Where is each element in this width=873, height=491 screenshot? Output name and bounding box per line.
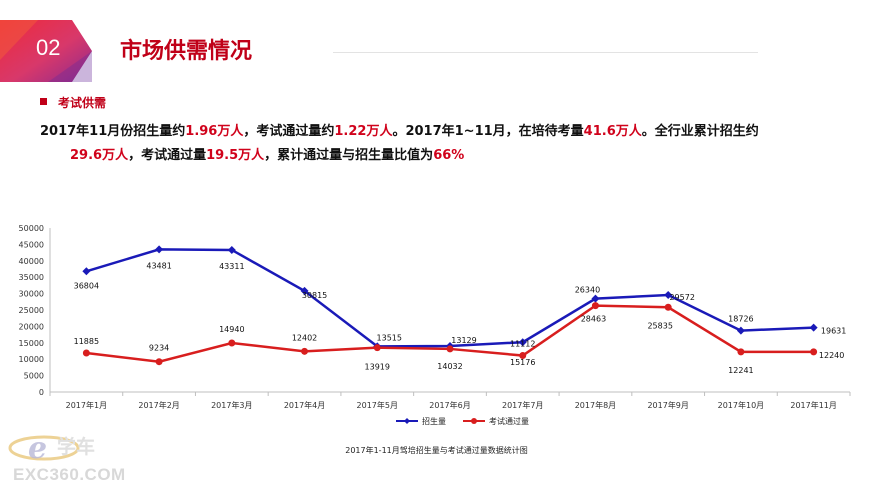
highlight-value: 66% <box>433 148 465 163</box>
data-label: 13515 <box>377 334 402 343</box>
watermark-chars: 学车 <box>57 436 96 458</box>
data-label: 25835 <box>647 321 672 330</box>
y-tick-label: 5000 <box>24 372 44 381</box>
highlight-value: 41.6万人 <box>583 124 642 139</box>
data-label: 14032 <box>437 362 462 371</box>
series-line-1 <box>86 248 814 348</box>
series-2-point <box>228 339 236 347</box>
svg-text:e: e <box>28 431 47 466</box>
x-tick-label: 2017年1月 <box>66 400 107 410</box>
summary-text: ，考试通过量 <box>128 148 207 163</box>
series-1-point <box>809 323 818 332</box>
y-tick-label: 25000 <box>19 306 44 315</box>
series-1-point <box>300 286 309 295</box>
x-tick-label: 2017年3月 <box>211 400 252 410</box>
data-label: 36804 <box>74 281 99 290</box>
summary-line-2: 29.6万人，考试通过量19.5万人，累计通过量与招生量比值为66% <box>40 144 840 168</box>
y-tick-label: 40000 <box>19 257 44 266</box>
series-2-point <box>373 344 381 352</box>
highlight-value: 1.96万人 <box>185 124 244 139</box>
x-tick-label: 2017年2月 <box>138 400 179 410</box>
line-chart: 0 5000 10000 15000 20000 25000 30000 35000 40000… <box>19 224 851 426</box>
highlight-value: 29.6万人 <box>70 148 129 163</box>
data-label: 29572 <box>669 293 694 302</box>
section-number: 02 <box>36 35 61 60</box>
chart-caption: 2017年1-11月驾培招生量与考试通过量数据统计图 <box>345 446 528 455</box>
y-tick-label: 15000 <box>19 339 44 348</box>
exc360-logo: e <box>8 431 80 466</box>
legend-label: 考试通过量 <box>489 416 529 426</box>
data-label: 11885 <box>74 337 99 346</box>
summary-line-1: 2017年11月份招生量约1.96万人，考试通过量约1.22万人。2017年1~… <box>40 120 840 144</box>
summary-text: 2017年11月份招生量约 <box>40 124 186 139</box>
x-tick-label: 2017年7月 <box>502 400 543 410</box>
series-1-point <box>82 267 91 276</box>
x-tick-label: 2017年5月 <box>357 400 398 410</box>
section-subtitle: 考试供需 <box>58 96 107 110</box>
series-2-point <box>664 303 672 311</box>
summary-text: ，累计通过量与招生量比值为 <box>264 148 434 163</box>
data-label: 30815 <box>302 291 327 300</box>
series-1-point <box>518 338 527 347</box>
data-label: 19631 <box>821 327 846 336</box>
series-2-point <box>519 352 527 360</box>
series-1-point <box>591 294 600 303</box>
data-label: 11112 <box>510 340 535 349</box>
series-1-point <box>664 291 673 300</box>
series-2-point <box>446 345 454 353</box>
data-label: 43481 <box>146 261 171 270</box>
y-tick-label: 45000 <box>19 240 44 249</box>
x-tick-label: 2017年6月 <box>429 400 470 410</box>
legend-label: 招生量 <box>422 416 446 426</box>
y-tick-label: 10000 <box>19 355 44 364</box>
section-badge <box>0 20 92 82</box>
series-2-point <box>737 348 745 356</box>
y-tick-label: 30000 <box>19 290 44 299</box>
y-tick-label: 20000 <box>19 322 44 331</box>
series-2-point <box>155 358 163 366</box>
summary-text: ，考试通过量约 <box>243 124 335 139</box>
data-label: 15176 <box>510 358 535 367</box>
series-2-point <box>591 302 599 310</box>
summary-text: 。全行业累计招生约 <box>641 124 759 139</box>
data-label: 12240 <box>819 351 844 360</box>
data-label: 9234 <box>149 344 169 353</box>
series-1-point <box>227 245 236 254</box>
legend-marker-2 <box>471 418 477 424</box>
data-label: 13919 <box>365 362 390 371</box>
title-divider <box>333 52 758 53</box>
data-label: 12402 <box>292 333 317 342</box>
series-2-point <box>301 347 309 355</box>
y-tick-label: 35000 <box>19 273 44 282</box>
x-tick-label: 2017年4月 <box>284 400 325 410</box>
data-label: 26340 <box>575 286 600 295</box>
y-tick-label: 0 <box>39 388 44 397</box>
data-label: 12241 <box>728 366 753 375</box>
highlight-value: 19.5万人 <box>206 148 265 163</box>
legend-marker-1 <box>404 418 410 424</box>
bullet-square <box>40 98 47 105</box>
page-title: 市场供需情况 <box>120 39 253 64</box>
highlight-value: 1.22万人 <box>334 124 393 139</box>
data-label: 18726 <box>728 315 753 324</box>
y-tick-label: 50000 <box>19 224 44 233</box>
summary-text: 。2017年1~11月，在培待考量 <box>392 124 584 139</box>
x-tick-label: 2017年11月 <box>790 400 837 410</box>
data-label: 13129 <box>451 336 476 345</box>
data-label: 43311 <box>219 262 244 271</box>
x-tick-label: 2017年8月 <box>575 400 616 410</box>
data-label: 14940 <box>219 325 244 334</box>
series-2-point <box>810 348 818 356</box>
series-2-point <box>82 349 90 357</box>
x-tick-label: 2017年10月 <box>718 400 765 410</box>
series-1-point <box>736 326 745 335</box>
data-label: 28463 <box>581 315 606 324</box>
series-1-point <box>155 245 164 254</box>
x-tick-label: 2017年9月 <box>647 400 688 410</box>
watermark-text: EXC360.COM <box>13 465 126 484</box>
summary-paragraph: 2017年11月份招生量约1.96万人，考试通过量约1.22万人。2017年1~… <box>40 120 840 168</box>
